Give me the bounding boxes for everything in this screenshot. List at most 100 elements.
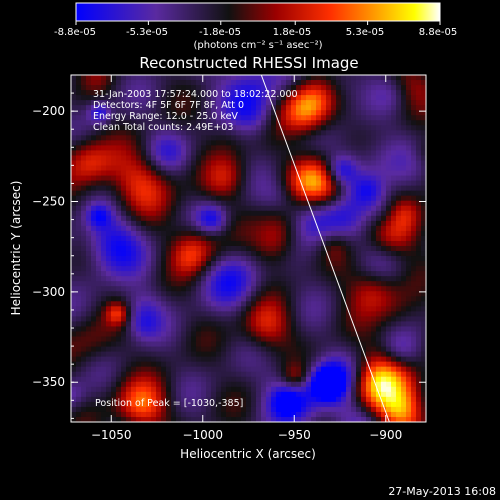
heatmap-cell [156, 220, 162, 227]
heatmap-cell [136, 256, 142, 262]
heatmap-cell [371, 326, 377, 333]
heatmap-cell [276, 140, 282, 147]
heatmap-cell [361, 170, 367, 177]
heatmap-cell [271, 170, 277, 177]
heatmap-cell [206, 150, 212, 157]
heatmap-cell [411, 210, 417, 217]
heatmap-cell [281, 100, 287, 106]
heatmap-cell [271, 180, 277, 187]
heatmap-cell [261, 190, 267, 197]
heatmap-cell [171, 190, 177, 197]
heatmap-cell [396, 416, 402, 422]
heatmap-cell [101, 371, 107, 378]
heatmap-cell [371, 341, 377, 348]
heatmap-cell [196, 306, 202, 312]
heatmap-cell [261, 245, 267, 252]
heatmap-cell [356, 381, 362, 388]
heatmap-cell [211, 286, 217, 292]
heatmap-cell [336, 125, 342, 131]
heatmap-cell [191, 286, 197, 292]
heatmap-cell [421, 416, 426, 422]
heatmap-cell [306, 251, 312, 257]
heatmap-cell [121, 220, 127, 227]
heatmap-cell [96, 281, 102, 287]
heatmap-cell [281, 376, 287, 383]
heatmap-cell [331, 386, 337, 393]
heatmap-cell [291, 180, 297, 187]
heatmap-cell [96, 366, 102, 373]
heatmap-cell [156, 391, 162, 398]
heatmap-cell [81, 190, 87, 197]
heatmap-cell [356, 155, 362, 162]
heatmap-cell [361, 301, 367, 307]
heatmap-cell [341, 165, 347, 172]
heatmap-cell [166, 311, 172, 317]
heatmap-cell [326, 175, 332, 182]
heatmap-cell [216, 416, 222, 422]
heatmap-cell [151, 341, 157, 348]
heatmap-cell [191, 175, 197, 182]
heatmap-cell [281, 316, 287, 323]
heatmap-cell [146, 336, 152, 343]
heatmap-cell [366, 180, 372, 187]
heatmap-cell [381, 195, 387, 202]
heatmap-cell [71, 291, 77, 297]
heatmap-cell [276, 200, 282, 207]
heatmap-cell [391, 261, 397, 267]
heatmap-cell [161, 346, 167, 353]
heatmap-cell [231, 145, 237, 152]
heatmap-cell [386, 225, 392, 232]
heatmap-cell [411, 276, 417, 282]
heatmap-cell [416, 130, 422, 136]
heatmap-cell [226, 240, 232, 247]
heatmap-cell [126, 366, 132, 373]
heatmap-cell [101, 341, 107, 348]
heatmap-cell [206, 85, 212, 91]
heatmap-cell [316, 185, 322, 192]
heatmap-cell [346, 301, 352, 307]
heatmap-cell [236, 215, 242, 222]
heatmap-cell [376, 356, 382, 363]
heatmap-cell [351, 165, 357, 172]
heatmap-cell [121, 261, 127, 267]
heatmap-cell [126, 301, 132, 307]
heatmap-cell [186, 371, 192, 378]
heatmap-cell [291, 170, 297, 177]
heatmap-cell [326, 376, 332, 383]
heatmap-cell [136, 316, 142, 323]
heatmap-cell [211, 185, 217, 192]
heatmap-cell [376, 115, 382, 121]
heatmap-cell [211, 210, 217, 217]
heatmap-cell [326, 200, 332, 207]
heatmap-cell [336, 376, 342, 383]
heatmap-cell [196, 351, 202, 358]
heatmap-cell [161, 235, 167, 242]
heatmap-cell [236, 306, 242, 312]
heatmap-cell [246, 115, 252, 121]
heatmap-cell [91, 140, 97, 147]
heatmap-cell [351, 225, 357, 232]
heatmap-cell [191, 396, 197, 403]
heatmap-cell [256, 125, 262, 131]
heatmap-cell [411, 80, 417, 86]
heatmap-cell [251, 230, 257, 237]
heatmap-cell [201, 185, 207, 192]
heatmap-cell [76, 170, 82, 177]
heatmap-cell [136, 296, 142, 302]
heatmap-cell [261, 281, 267, 287]
heatmap-cell [76, 235, 82, 242]
heatmap-cell [216, 346, 222, 353]
heatmap-cell [361, 396, 367, 403]
heatmap-cell [211, 371, 217, 378]
heatmap-cell [391, 125, 397, 131]
heatmap-cell [286, 200, 292, 207]
heatmap-cell [376, 386, 382, 393]
heatmap-cell [106, 361, 112, 368]
heatmap-cell [231, 296, 237, 302]
heatmap-cell [401, 306, 407, 312]
heatmap-cell [231, 190, 237, 197]
heatmap-cell [391, 381, 397, 388]
heatmap-cell [371, 130, 377, 136]
heatmap-cell [216, 115, 222, 121]
heatmap-cell [356, 140, 362, 147]
